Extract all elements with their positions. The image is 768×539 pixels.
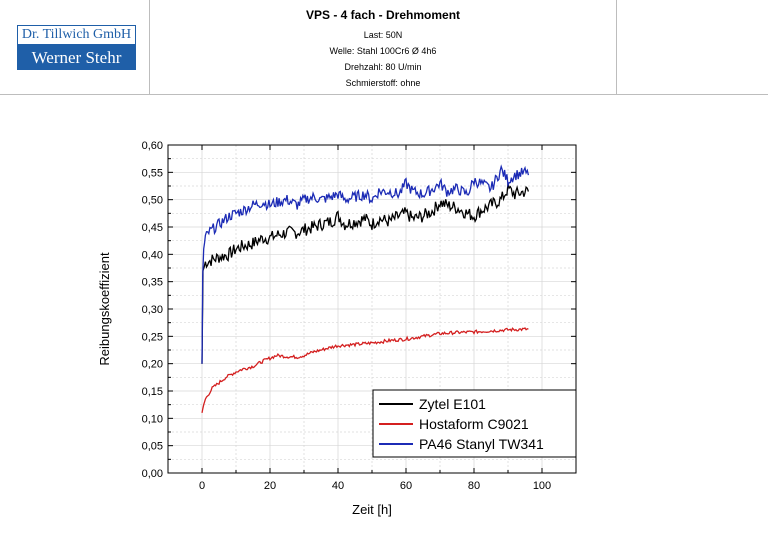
x-tick-label: 40 [332,480,344,492]
y-tick-label: 0,40 [142,249,163,261]
header-right-cell [616,0,768,95]
logo-cell: Dr. Tillwich GmbH Werner Stehr [0,0,150,95]
y-tick-label: 0,45 [142,222,163,234]
y-tick-label: 0,15 [142,386,163,398]
y-axis-title: Reibungskoeffizient [97,252,112,366]
friction-chart: 0,00 0,05 0,10 0,15 0,20 0,25 0,30 0,35 0,40 0,45… [97,140,577,517]
x-tick-label: 60 [400,480,412,492]
x-axis-title: Zeit [h] [352,502,392,517]
y-tick-label: 0,00 [142,468,163,480]
y-tick-label: 0,05 [142,441,163,453]
logo-line2: Werner Stehr [17,45,136,70]
x-tick-label: 100 [533,480,551,492]
plot-frame [167,144,577,474]
y-tick-label: 0,10 [142,413,163,425]
x-tick-label: 80 [468,480,480,492]
x-tick-label: 0 [199,480,205,492]
param-shaft: Welle: Stahl 100Cr6 Ø 4h6 [329,46,437,56]
y-tick-label: 0,30 [142,304,163,316]
legend-label: PA46 Stanyl TW341 [419,436,544,452]
y-tick-label: 0,25 [142,331,163,343]
company-logo: Dr. Tillwich GmbH Werner Stehr [17,25,136,70]
header: Dr. Tillwich GmbH Werner Stehr VPS - 4 f… [0,0,768,95]
param-speed: Drehzahl: 80 U/min [344,62,422,72]
legend-label: Hostaform C9021 [419,416,529,432]
param-load: Last: 50N [363,30,403,40]
series-line-0 [201,183,530,364]
y-tick-label: 0,35 [142,277,163,289]
y-tick-label: 0,50 [142,195,163,207]
y-tick-label: 0,20 [142,359,163,371]
logo-line1: Dr. Tillwich GmbH [17,25,136,45]
x-tick-label: 20 [264,480,276,492]
page-title: VPS - 4 fach - Drehmoment [305,8,461,22]
param-lubricant: Schmierstoff: ohne [345,78,421,88]
legend-label: Zytel E101 [419,396,486,412]
y-tick-label: 0,60 [142,140,163,152]
series-line-1 [201,327,529,414]
series-line-2 [201,164,530,364]
y-tick-label: 0,55 [142,167,163,179]
